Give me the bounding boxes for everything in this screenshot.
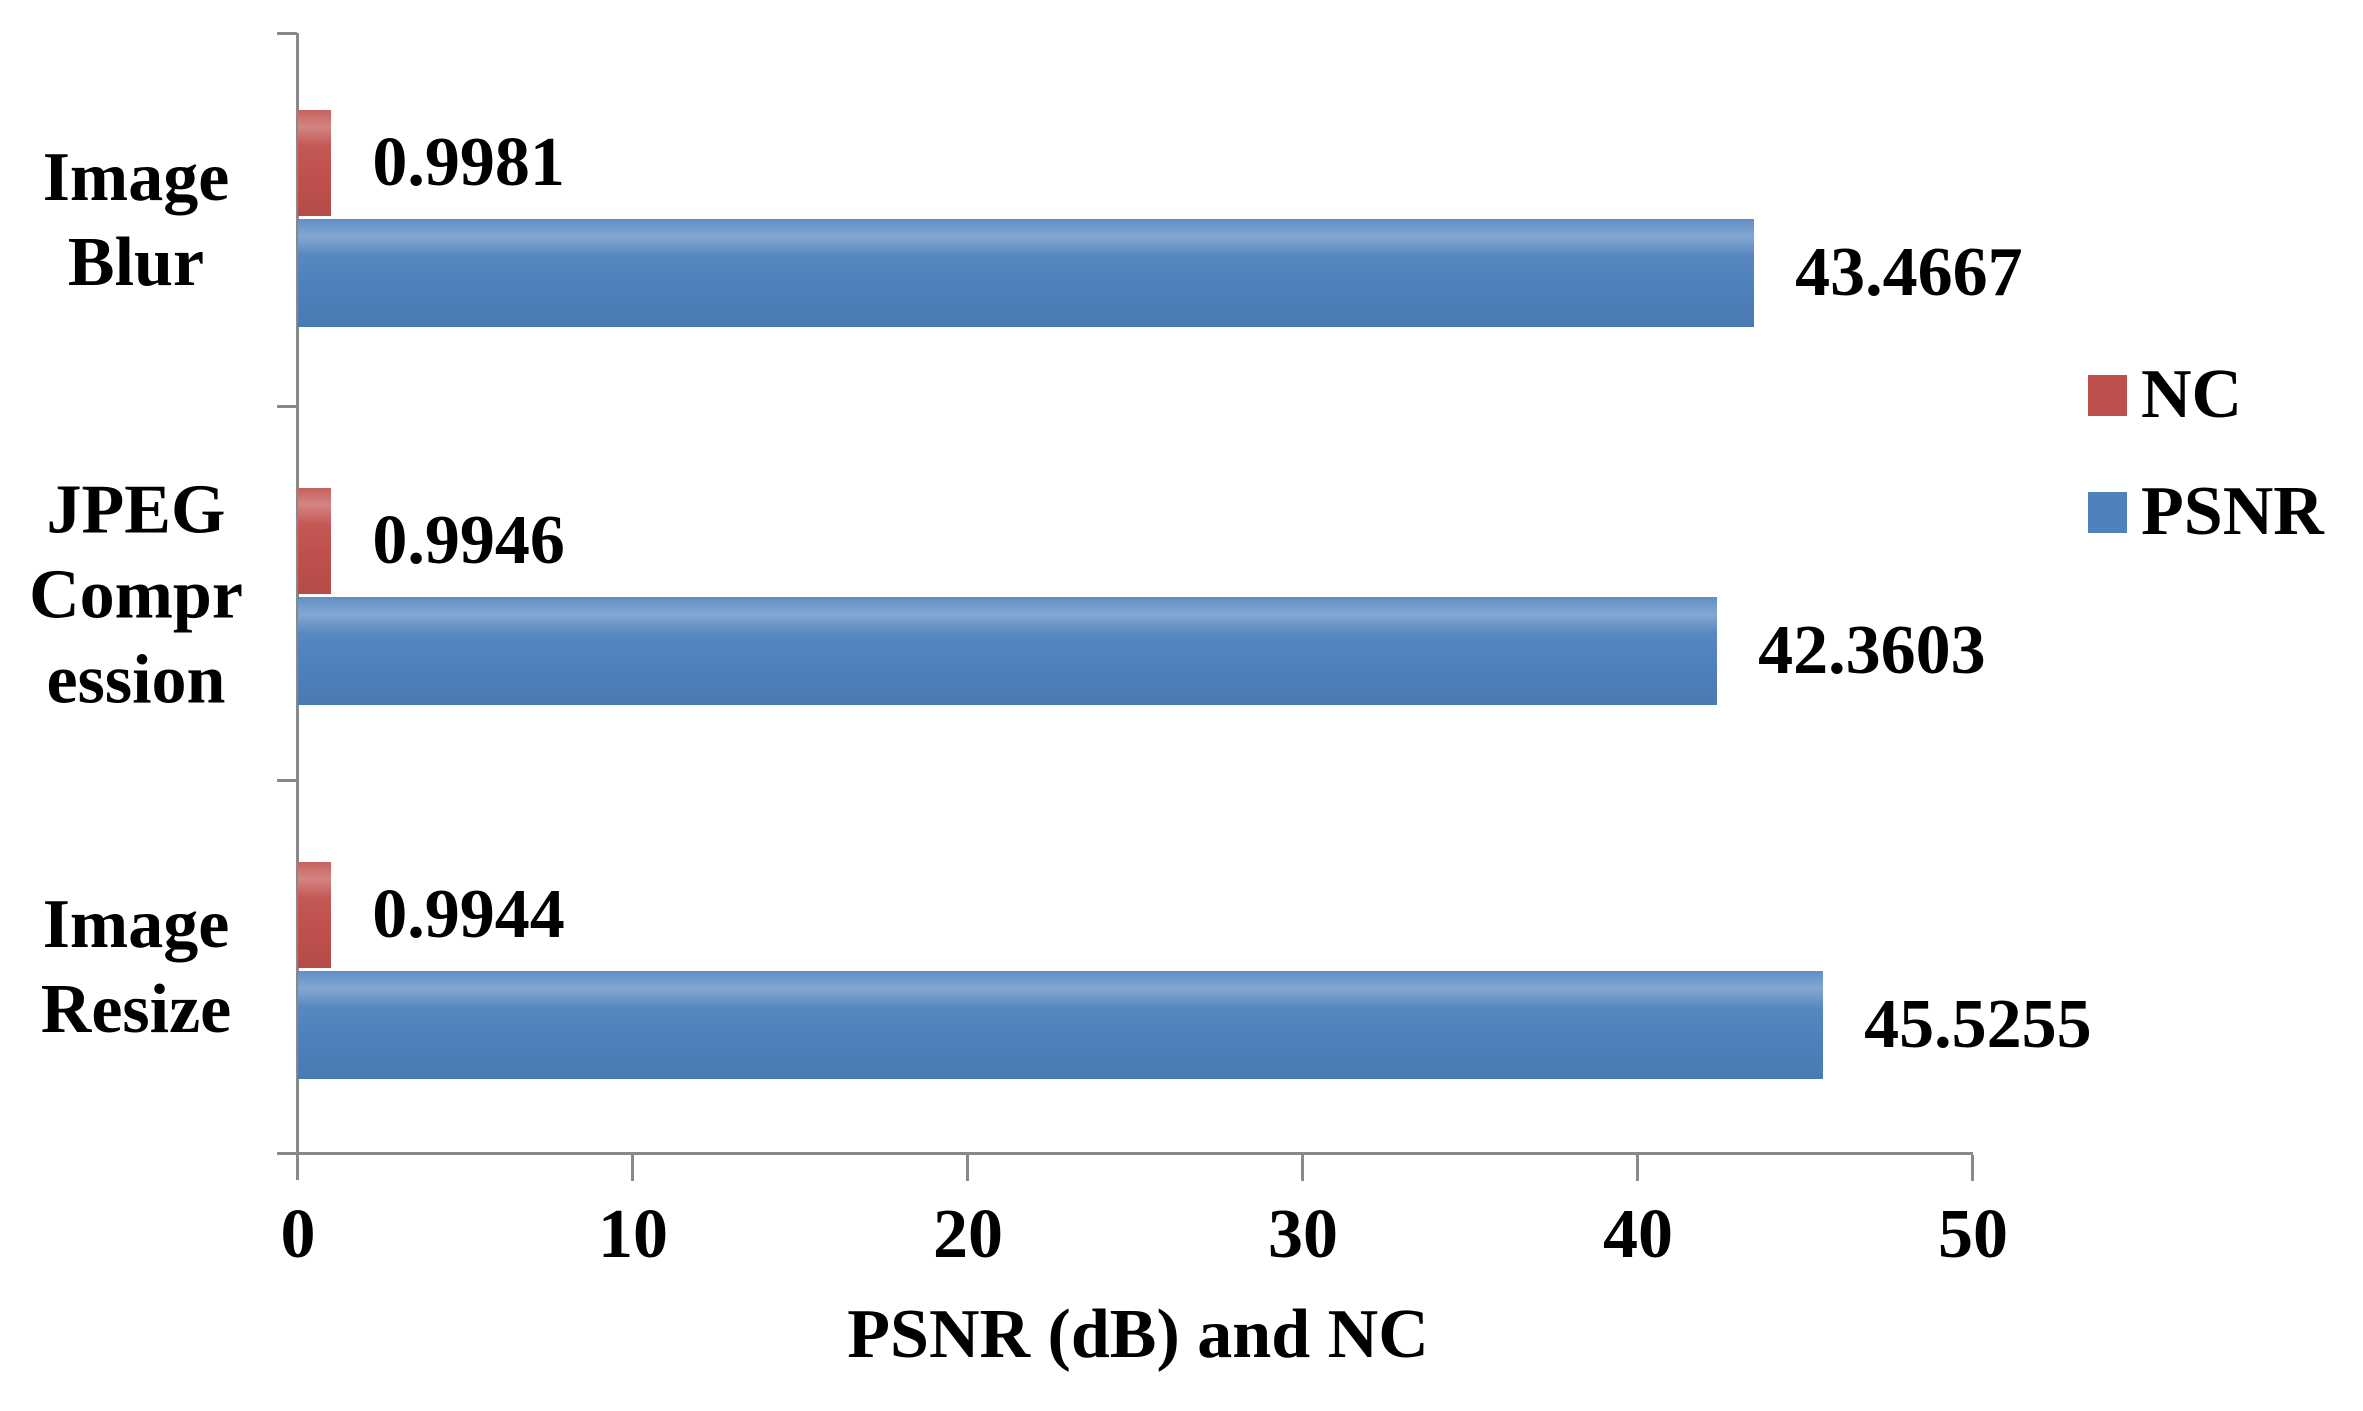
x-tick-label-10: 10 <box>598 1196 668 1273</box>
x-axis-tick <box>631 1155 634 1181</box>
legend-label-nc: NC <box>2141 356 2243 433</box>
bar-row: 0.9946 <box>298 488 1973 594</box>
plot-area: 0.9981 43.4667 0.9946 42.3603 0.9944 45.… <box>277 32 2092 1370</box>
x-tick-label-30: 30 <box>1268 1196 1338 1273</box>
nc-bar-image-blur <box>298 110 332 216</box>
x-axis-title: PSNR (dB) and NC <box>847 1296 1429 1373</box>
legend-item-psnr: PSNR <box>2088 477 2324 547</box>
bar-row: 43.4667 <box>298 219 2023 327</box>
x-axis-tick <box>1971 1155 1974 1181</box>
bar-row: 45.5255 <box>298 971 2092 1079</box>
nc-value-label: 0.9946 <box>372 502 565 579</box>
category-label-image-resize: Image Resize <box>0 882 272 1052</box>
psnr-value-label: 42.3603 <box>1758 612 1986 689</box>
category-line: ession <box>46 641 226 719</box>
category-label-jpeg-compression: JPEG Compr ession <box>0 468 272 723</box>
category-line: JPEG <box>46 471 226 549</box>
psnr-value-label: 45.5255 <box>1864 986 2092 1063</box>
category-line: Compr <box>29 556 243 634</box>
legend-swatch-nc <box>2088 374 2127 416</box>
psnr-bar-image-blur <box>298 219 1755 327</box>
nc-value-label: 0.9981 <box>372 124 565 201</box>
legend-swatch-psnr <box>2088 491 2127 533</box>
bar-row: 0.9981 <box>298 110 1973 216</box>
x-tick-label-0: 0 <box>280 1196 316 1273</box>
category-line: Blur <box>67 224 205 301</box>
y-axis-line <box>296 33 299 1180</box>
x-axis-tick <box>966 1155 969 1181</box>
x-tick-label-40: 40 <box>1603 1196 1673 1273</box>
category-line: Resize <box>40 971 232 1048</box>
psnr-value-label: 43.4667 <box>1795 234 2023 311</box>
y-axis-tick <box>277 779 297 782</box>
category-line: Image <box>42 886 230 963</box>
category-line: Image <box>42 139 230 216</box>
x-tick-label-50: 50 <box>1938 1196 2008 1273</box>
nc-value-label: 0.9944 <box>372 876 565 953</box>
legend-item-nc: NC <box>2088 360 2324 430</box>
y-axis-tick <box>277 405 297 408</box>
legend-label-psnr: PSNR <box>2141 473 2324 550</box>
psnr-bar-jpeg-compression <box>298 597 1718 705</box>
x-axis-line <box>277 1152 1973 1155</box>
x-axis-tick <box>1301 1155 1304 1181</box>
category-label-image-blur: Image Blur <box>0 135 272 305</box>
nc-bar-jpeg-compression <box>298 488 332 594</box>
psnr-bar-image-resize <box>298 971 1824 1079</box>
y-axis-tick <box>277 32 297 35</box>
bar-row: 42.3603 <box>298 597 1986 705</box>
x-tick-label-20: 20 <box>933 1196 1003 1273</box>
nc-bar-image-resize <box>298 862 332 968</box>
legend: NC PSNR <box>2088 360 2324 547</box>
bar-row: 0.9944 <box>298 862 1973 968</box>
x-axis-tick <box>1636 1155 1639 1181</box>
